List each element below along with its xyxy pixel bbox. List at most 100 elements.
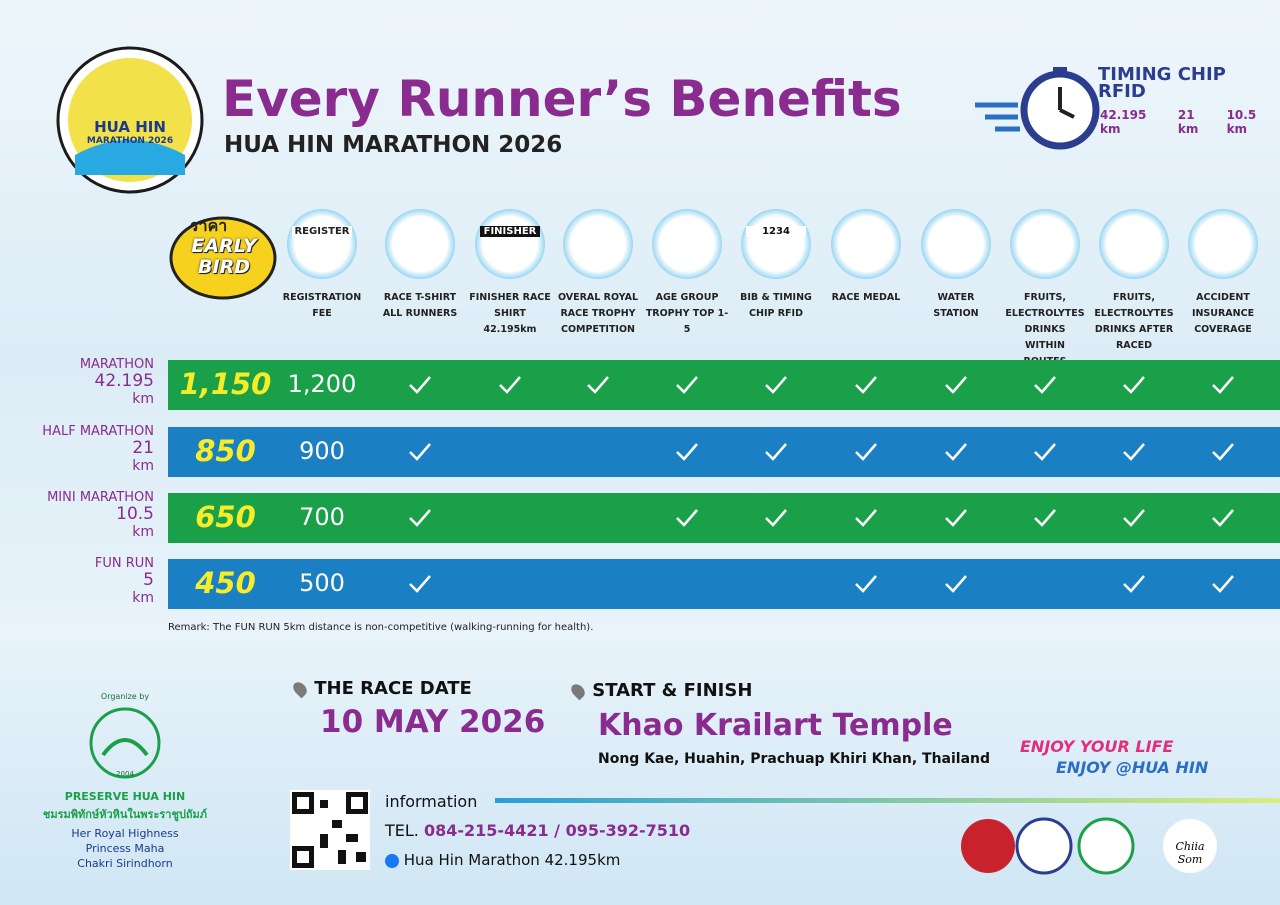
event-logo [56, 46, 204, 194]
row-bar [168, 360, 1280, 410]
early-bird-thai: ราคา [190, 216, 228, 235]
row-bar [168, 427, 1280, 477]
row-distance: 10.5 [116, 504, 154, 524]
race-date: 10 MAY 2026 [320, 704, 546, 740]
check-mark [765, 376, 787, 394]
benefit-icon [921, 209, 991, 279]
benefit-icon [741, 209, 811, 279]
benefit-label: RACE MEDAL [831, 292, 901, 303]
check-mark [855, 509, 877, 527]
row-name: MINI MARATHON [47, 490, 154, 505]
tel: TEL. 084-215-4421 / 095-392-7510 [385, 821, 690, 840]
remark: Remark: The FUN RUN 5km distance is non-… [168, 622, 594, 633]
benefit-icon [287, 209, 357, 279]
benefit-label: AGE GROUP TROPHY TOP 1-5 [645, 292, 729, 335]
facebook-text: Hua Hin Marathon 42.195km [403, 851, 621, 869]
benefit-icon [563, 209, 633, 279]
check-mark [1123, 509, 1145, 527]
early-bird-badge [169, 216, 277, 300]
benefit-icon [1099, 209, 1169, 279]
check-mark [587, 376, 609, 394]
benefit-label: WATER STATION [933, 292, 979, 319]
check-mark [855, 575, 877, 593]
benefit-label: FRUITS, ELECTROLYTES DRINKS WITHIN ROUTE… [1005, 292, 1085, 367]
organizer-name: PRESERVE HUA HIN [64, 790, 186, 803]
check-mark [409, 376, 431, 394]
price: 500 [299, 569, 345, 597]
benefit-label: OVERAL ROYAL RACE TROPHY COMPETITION [557, 292, 639, 335]
row-unit: km [132, 391, 154, 407]
tel-number: 084-215-4421 / 095-392-7510 [423, 821, 691, 840]
qr-code [290, 790, 370, 870]
check-mark [1212, 443, 1234, 461]
benefit-label: ACCIDENT INSURANCE COVERAGE [1191, 292, 1255, 335]
check-mark [409, 443, 431, 461]
price: 1,200 [287, 370, 357, 398]
check-mark [409, 509, 431, 527]
facebook: Hua Hin Marathon 42.195km [385, 851, 620, 869]
benefit-icon [385, 209, 455, 279]
row-distance: 42.195 [94, 371, 154, 391]
check-mark [499, 376, 521, 394]
icon-text: FINISHER [480, 226, 540, 237]
row-distance: 5 [143, 570, 154, 590]
check-mark [945, 575, 967, 593]
row-distance: 21 [132, 438, 154, 458]
row-unit: km [132, 590, 154, 606]
check-mark [765, 443, 787, 461]
benefit-label: RACE T-SHIRT ALL RUNNERS [382, 292, 458, 319]
early-price: 850 [195, 434, 256, 468]
benefit-icon [831, 209, 901, 279]
check-mark [1034, 376, 1056, 394]
venue-label: START & FINISH [568, 680, 753, 702]
subtitle: HUA HIN MARATHON 2026 [224, 132, 563, 158]
row-name: FUN RUN [94, 556, 154, 571]
price: 900 [299, 437, 345, 465]
check-mark [765, 509, 787, 527]
early-price: 1,150 [179, 367, 272, 401]
venue-label-text: START & FINISH [592, 680, 753, 701]
venue-name: Khao Krailart Temple [598, 708, 953, 743]
organizer-thai: ชมรมพิทักษ์หัวหินในพระราชูปถัมภ์ [42, 808, 208, 821]
tel-label: TEL. [385, 821, 419, 840]
race-date-label: THE RACE DATE [290, 678, 472, 700]
timing-distance: 42.195 km [1100, 108, 1147, 136]
benefit-icon [1010, 209, 1080, 279]
timing-distance: 21 km [1177, 108, 1199, 136]
benefit-label: REGISTRATION FEE [282, 292, 362, 319]
check-mark [945, 376, 967, 394]
venue-address: Nong Kae, Huahin, Prachuap Khiri Khan, T… [598, 751, 991, 767]
check-mark [1212, 575, 1234, 593]
benefit-label: FRUITS, ELECTROLYTES DRINKS AFTER RACED [1094, 292, 1174, 351]
row-name: HALF MARATHON [42, 424, 154, 439]
check-mark [676, 443, 698, 461]
check-mark [409, 575, 431, 593]
row-unit: km [132, 524, 154, 540]
organizer-year: 2004 [116, 770, 134, 778]
benefit-icon [475, 209, 545, 279]
organizer-patron: Her Royal Highness Princess Maha Chakri … [71, 827, 179, 870]
info-rule [495, 798, 1280, 803]
stopwatch-icon [975, 67, 1100, 150]
icon-text: 1234 [746, 226, 806, 237]
logo-subtitle: MARATHON 2026 [86, 136, 174, 146]
check-mark [1123, 443, 1145, 461]
check-mark [945, 509, 967, 527]
benefit-icon [652, 209, 722, 279]
check-mark [945, 443, 967, 461]
early-price: 450 [195, 566, 256, 600]
check-mark [1212, 376, 1234, 394]
benefit-icon [1188, 209, 1258, 279]
check-mark [676, 509, 698, 527]
check-mark [1123, 376, 1145, 394]
check-mark [855, 443, 877, 461]
slogan-1: ENJOY YOUR LIFE [1020, 737, 1174, 756]
sponsor-logos [961, 817, 1217, 875]
early-price: 650 [195, 500, 256, 534]
row-bar [168, 559, 1280, 609]
timing-distance: 10.5 km [1226, 108, 1257, 136]
sponsor-name: Chiia Som [1175, 840, 1205, 866]
check-mark [1034, 509, 1056, 527]
check-mark [1212, 509, 1234, 527]
